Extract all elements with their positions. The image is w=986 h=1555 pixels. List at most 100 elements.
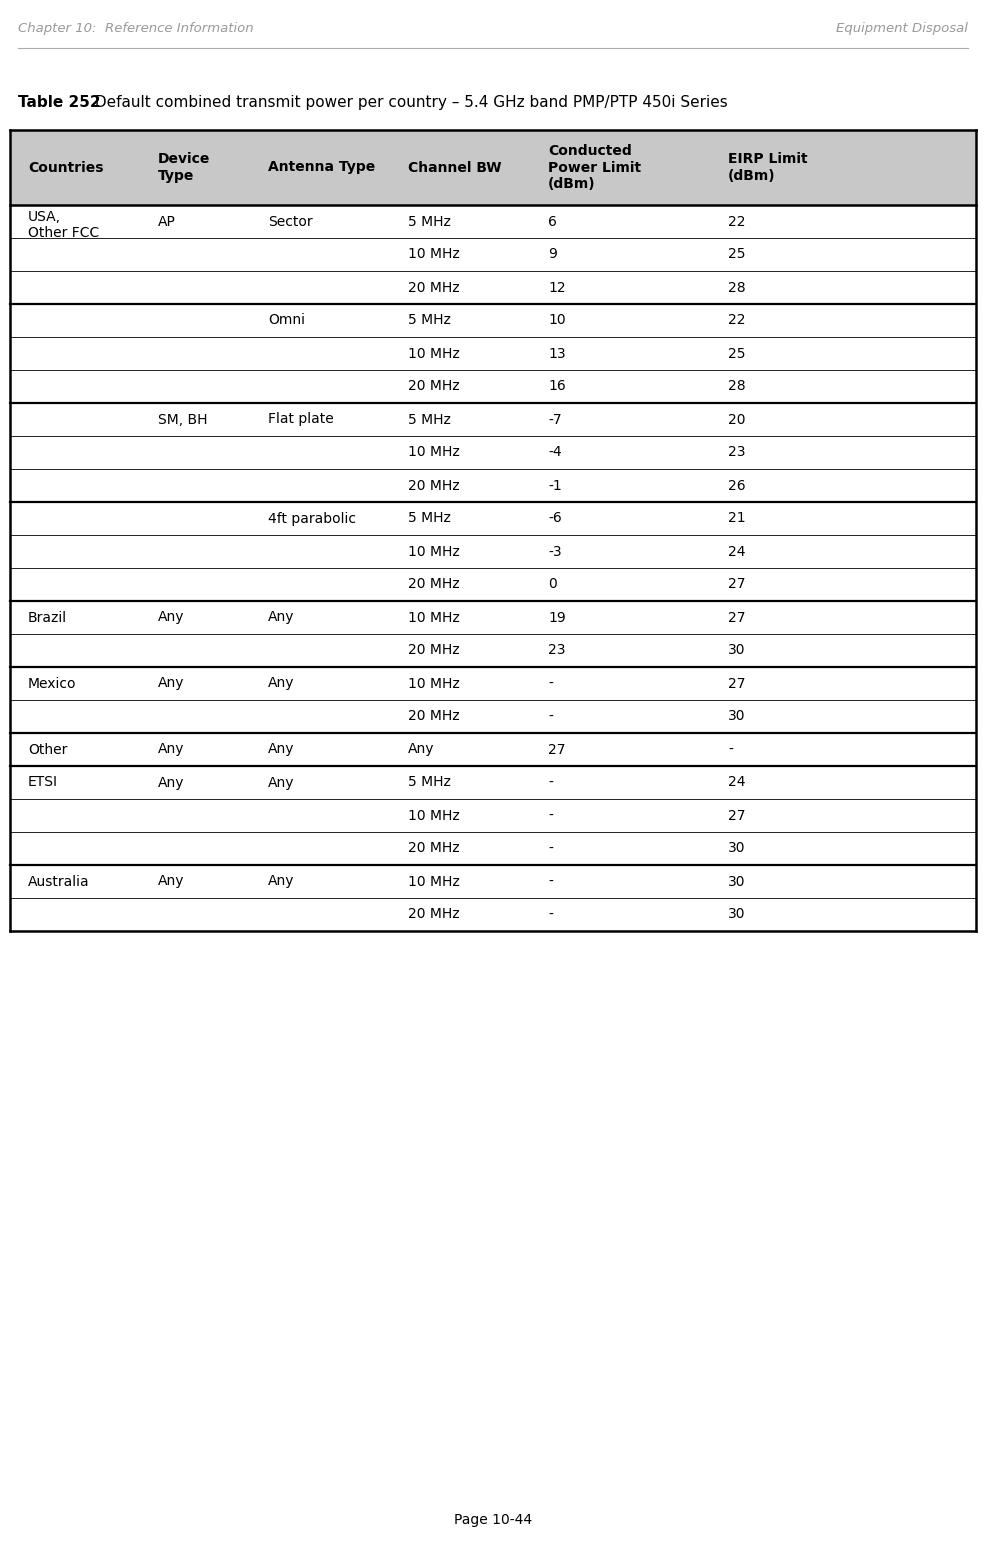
Text: Conducted
Power Limit
(dBm): Conducted Power Limit (dBm) [548, 145, 641, 191]
Text: 5 MHz: 5 MHz [408, 412, 451, 426]
Text: 20 MHz: 20 MHz [408, 841, 459, 855]
Text: -4: -4 [548, 445, 562, 459]
Text: -: - [548, 908, 553, 922]
Text: Any: Any [268, 742, 295, 756]
Text: 26: 26 [728, 479, 745, 493]
Text: -6: -6 [548, 512, 562, 526]
Text: Any: Any [158, 611, 184, 625]
Text: 30: 30 [728, 908, 745, 922]
Text: 10 MHz: 10 MHz [408, 874, 459, 888]
Text: 5 MHz: 5 MHz [408, 314, 451, 328]
Text: 19: 19 [548, 611, 566, 625]
Text: 10 MHz: 10 MHz [408, 544, 459, 558]
Text: 5 MHz: 5 MHz [408, 512, 451, 526]
Text: Equipment Disposal: Equipment Disposal [836, 22, 968, 36]
Text: Any: Any [268, 776, 295, 790]
Text: Brazil: Brazil [28, 611, 67, 625]
Text: 5 MHz: 5 MHz [408, 776, 451, 790]
Text: 30: 30 [728, 709, 745, 723]
Text: Flat plate: Flat plate [268, 412, 333, 426]
Text: 20 MHz: 20 MHz [408, 379, 459, 393]
Text: -1: -1 [548, 479, 562, 493]
Text: Any: Any [158, 874, 184, 888]
Text: 25: 25 [728, 247, 745, 261]
Text: Page 10-44: Page 10-44 [454, 1513, 532, 1527]
Text: 27: 27 [728, 809, 745, 823]
Text: Omni: Omni [268, 314, 305, 328]
Text: 27: 27 [728, 577, 745, 591]
Text: -: - [548, 809, 553, 823]
Text: 21: 21 [728, 512, 745, 526]
Text: -: - [548, 776, 553, 790]
Text: 10 MHz: 10 MHz [408, 676, 459, 690]
Text: -: - [548, 676, 553, 690]
Text: -: - [548, 874, 553, 888]
Text: -: - [728, 742, 733, 756]
Text: 30: 30 [728, 841, 745, 855]
Text: 6: 6 [548, 215, 557, 229]
Text: 10 MHz: 10 MHz [408, 445, 459, 459]
Text: 20 MHz: 20 MHz [408, 577, 459, 591]
Text: 25: 25 [728, 347, 745, 361]
Text: 22: 22 [728, 215, 745, 229]
Text: 30: 30 [728, 874, 745, 888]
Text: AP: AP [158, 215, 176, 229]
Text: 28: 28 [728, 379, 745, 393]
Text: 20 MHz: 20 MHz [408, 479, 459, 493]
Text: Any: Any [158, 676, 184, 690]
Text: 27: 27 [548, 742, 566, 756]
Text: 10 MHz: 10 MHz [408, 347, 459, 361]
Text: 10 MHz: 10 MHz [408, 247, 459, 261]
Text: Any: Any [408, 742, 435, 756]
Text: 23: 23 [548, 644, 566, 658]
Text: Device
Type: Device Type [158, 152, 210, 182]
Text: 22: 22 [728, 314, 745, 328]
Text: 10 MHz: 10 MHz [408, 611, 459, 625]
Text: Countries: Countries [28, 160, 104, 174]
Text: 27: 27 [728, 611, 745, 625]
Text: ETSI: ETSI [28, 776, 58, 790]
Text: SM, BH: SM, BH [158, 412, 207, 426]
Text: 16: 16 [548, 379, 566, 393]
Text: 20 MHz: 20 MHz [408, 644, 459, 658]
Text: 20: 20 [728, 412, 745, 426]
Text: Default combined transmit power per country – 5.4 GHz band PMP/PTP 450i Series: Default combined transmit power per coun… [90, 95, 728, 110]
Text: Sector: Sector [268, 215, 313, 229]
Text: -: - [548, 841, 553, 855]
Text: 5 MHz: 5 MHz [408, 215, 451, 229]
Text: Any: Any [268, 676, 295, 690]
Text: Chapter 10:  Reference Information: Chapter 10: Reference Information [18, 22, 253, 36]
Text: Channel BW: Channel BW [408, 160, 502, 174]
Text: 28: 28 [728, 280, 745, 294]
Text: 4ft parabolic: 4ft parabolic [268, 512, 356, 526]
Text: Any: Any [158, 776, 184, 790]
Text: 20 MHz: 20 MHz [408, 908, 459, 922]
Text: 10: 10 [548, 314, 566, 328]
Text: Any: Any [268, 611, 295, 625]
Text: Other: Other [28, 742, 67, 756]
Text: 24: 24 [728, 544, 745, 558]
Text: Mexico: Mexico [28, 676, 77, 690]
Text: Any: Any [268, 874, 295, 888]
Text: 12: 12 [548, 280, 566, 294]
Text: Any: Any [158, 742, 184, 756]
Text: 20 MHz: 20 MHz [408, 280, 459, 294]
Bar [10, 131, 976, 205]
Text: 27: 27 [728, 676, 745, 690]
Text: -: - [548, 709, 553, 723]
Text: -7: -7 [548, 412, 562, 426]
Text: EIRP Limit
(dBm): EIRP Limit (dBm) [728, 152, 808, 182]
Text: USA,
Other FCC: USA, Other FCC [28, 210, 100, 239]
Text: 13: 13 [548, 347, 566, 361]
Text: 30: 30 [728, 644, 745, 658]
Text: 24: 24 [728, 776, 745, 790]
Text: 20 MHz: 20 MHz [408, 709, 459, 723]
Text: Antenna Type: Antenna Type [268, 160, 376, 174]
Text: 10 MHz: 10 MHz [408, 809, 459, 823]
Text: Australia: Australia [28, 874, 90, 888]
Text: 0: 0 [548, 577, 557, 591]
Text: 9: 9 [548, 247, 557, 261]
Text: -3: -3 [548, 544, 562, 558]
Text: 23: 23 [728, 445, 745, 459]
Text: Table 252: Table 252 [18, 95, 101, 110]
